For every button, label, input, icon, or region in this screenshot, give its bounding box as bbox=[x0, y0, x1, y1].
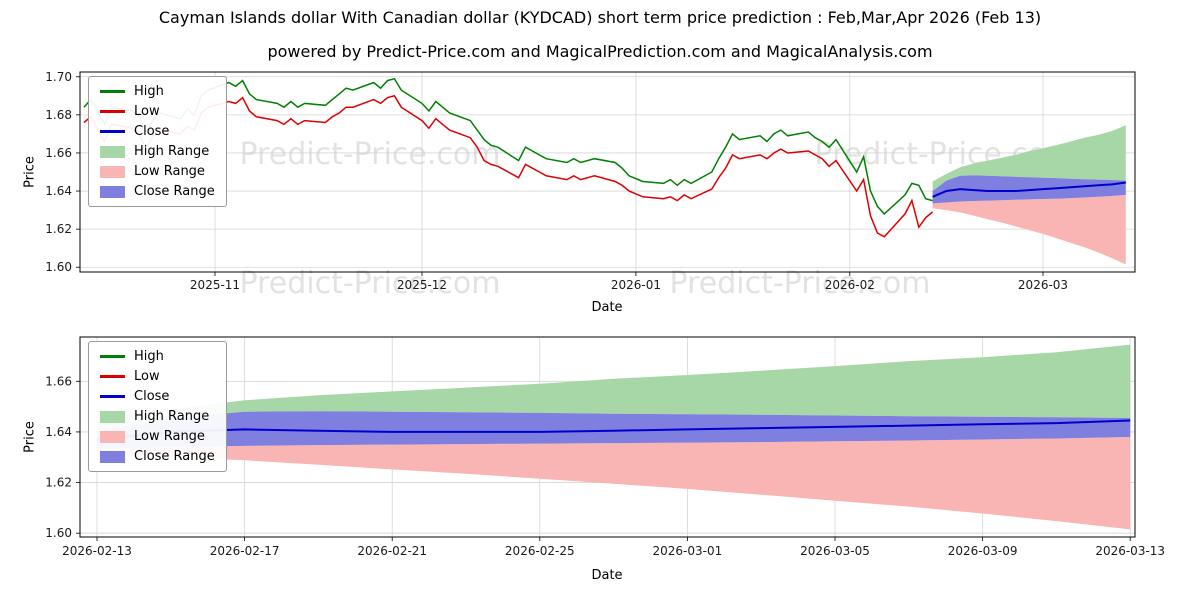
legend-label: Low Range bbox=[134, 429, 205, 444]
legend-label: High bbox=[134, 349, 164, 364]
legend-item-low: Low bbox=[100, 105, 215, 118]
x-tick-label: 2026-03-13 bbox=[1095, 544, 1165, 558]
legend-item-high-range: High Range bbox=[100, 410, 215, 423]
legend-item-close-range: Close Range bbox=[100, 450, 215, 463]
x-tick-label: 2026-03-01 bbox=[653, 544, 723, 558]
watermark-text: Predict-Price.com bbox=[240, 137, 501, 172]
x-tick-label: 2025-11 bbox=[190, 278, 240, 292]
low-range-swatch bbox=[100, 165, 125, 178]
legend-item-low-range: Low Range bbox=[100, 430, 215, 443]
legend-label: Low Range bbox=[134, 164, 205, 179]
legend-label: Low bbox=[134, 104, 160, 119]
top-chart-legend: High Low Close High Range Low Range Close Ran… bbox=[88, 76, 227, 207]
close-swatch bbox=[100, 130, 125, 133]
low-swatch bbox=[100, 110, 125, 113]
watermark-text: Predict-Price.com bbox=[670, 266, 931, 301]
y-tick-label: 1.64 bbox=[45, 184, 72, 198]
legend-label: Close bbox=[134, 389, 170, 404]
bottom-chart-xlabel: Date bbox=[591, 568, 623, 583]
y-tick-label: 1.66 bbox=[45, 374, 72, 388]
close-range-swatch bbox=[100, 450, 125, 463]
legend-item-close-range: Close Range bbox=[100, 185, 215, 198]
legend-label: Close Range bbox=[134, 184, 215, 199]
bottom-chart-legend: High Low Close High Range Low Range Close Ran… bbox=[88, 341, 227, 472]
x-tick-label: 2026-02-13 bbox=[62, 544, 132, 558]
plot-border bbox=[79, 336, 1136, 538]
bottom-chart-canvas: Predict-Price.comPredict-Price.com1.601.… bbox=[45, 336, 1165, 558]
legend-item-high-range: High Range bbox=[100, 145, 215, 158]
low-range-band bbox=[97, 437, 1131, 530]
y-tick-label: 1.66 bbox=[45, 146, 72, 160]
close-line bbox=[96, 419, 1131, 441]
high-swatch bbox=[100, 355, 125, 358]
top-chart-ylabel: Price bbox=[22, 156, 38, 188]
legend-item-low-range: Low Range bbox=[100, 165, 215, 178]
x-tick-label: 2025-12 bbox=[397, 278, 447, 292]
plot-border bbox=[79, 71, 1136, 273]
chart-title: Cayman Islands dollar With Canadian doll… bbox=[158, 8, 1042, 27]
y-tick-label: 1.64 bbox=[45, 425, 72, 439]
x-tick-label: 2026-02 bbox=[825, 278, 875, 292]
high-range-swatch bbox=[100, 145, 125, 158]
y-tick-label: 1.62 bbox=[45, 222, 72, 236]
close-range-swatch bbox=[100, 185, 125, 198]
watermark-text: Predict-Price.com bbox=[240, 266, 501, 301]
tick-labels: 1.60 1.62 1.64 1.66 1.68 1.70 2025-11 2025-12 20… bbox=[45, 70, 1068, 292]
y-tick-label: 1.60 bbox=[45, 260, 72, 274]
legend-label: Low bbox=[134, 369, 160, 384]
y-tick-label: 1.68 bbox=[45, 108, 72, 122]
high-swatch bbox=[100, 90, 125, 93]
x-tick-label: 2026-02-17 bbox=[210, 544, 280, 558]
legend-label: Close bbox=[134, 124, 170, 139]
legend-item-high: High bbox=[100, 350, 215, 363]
high-range-band bbox=[97, 344, 1131, 432]
x-tick-label: 2026-02-25 bbox=[505, 544, 575, 558]
y-tick-label: 1.70 bbox=[45, 70, 72, 84]
chart-subtitle: powered by Predict-Price.com and Magical… bbox=[267, 42, 933, 61]
legend-item-high: High bbox=[100, 85, 215, 98]
x-tick-label: 2026-03 bbox=[1018, 278, 1068, 292]
y-tick-label: 1.62 bbox=[45, 476, 72, 490]
legend-item-close: Close bbox=[100, 390, 215, 403]
legend-item-low: Low bbox=[100, 370, 215, 383]
high-range-swatch bbox=[100, 410, 125, 423]
legend-label: High Range bbox=[134, 144, 210, 159]
y-tick-label: 1.60 bbox=[45, 526, 72, 540]
legend-item-close: Close bbox=[100, 125, 215, 138]
bottom-chart-ylabel: Price bbox=[22, 421, 38, 453]
low-range-band bbox=[932, 194, 1126, 265]
low-swatch bbox=[100, 375, 125, 378]
x-tick-label: 2026-03-05 bbox=[800, 544, 870, 558]
x-tick-label: 2026-02-21 bbox=[357, 544, 427, 558]
close-line bbox=[932, 181, 1126, 198]
tick-labels: 1.60 1.62 1.64 1.66 2026-02-13 2026-02-17 2026… bbox=[45, 374, 1165, 558]
legend-label: Close Range bbox=[134, 449, 215, 464]
top-chart-xlabel: Date bbox=[591, 300, 623, 315]
x-tick-label: 2026-03-09 bbox=[948, 544, 1018, 558]
close-swatch bbox=[100, 395, 125, 398]
high-range-band bbox=[932, 125, 1126, 191]
low-range-swatch bbox=[100, 430, 125, 443]
legend-label: High Range bbox=[134, 409, 210, 424]
legend-label: High bbox=[134, 84, 164, 99]
watermarks: Predict-Price.com Predict-Price.com Predic… bbox=[240, 137, 1076, 301]
x-tick-label: 2026-01 bbox=[611, 278, 661, 292]
